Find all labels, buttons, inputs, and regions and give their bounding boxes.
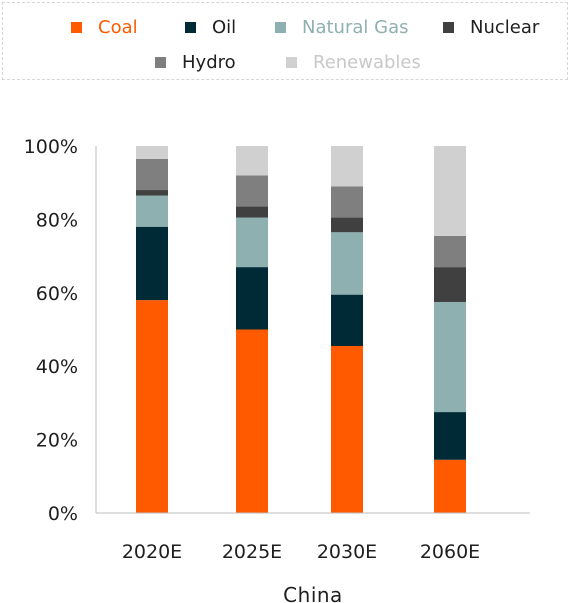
bar-segment-oil-2030e [331, 294, 363, 347]
legend-item-nuclear: Nuclear [443, 17, 539, 38]
legend-label-oil: Oil [212, 17, 237, 38]
bar-segment-coal-2020e [136, 300, 168, 513]
legend-swatch-coal [71, 22, 82, 33]
x-category-label: 2025E [222, 541, 282, 563]
bar-segment-oil-2060e [434, 412, 466, 460]
x-tick-labels: 2020E 2025E 2030E 2060E [122, 541, 480, 563]
y-tick-label: 60% [36, 283, 78, 305]
legend-item-renewables: Renewables [286, 52, 421, 73]
bar-segment-renewables-2020e [136, 146, 168, 159]
bar-segment-hydro-2020e [136, 158, 168, 191]
legend-label-renewables: Renewables [313, 52, 421, 73]
bar-segment-natural-gas-2020e [136, 195, 168, 227]
bar-segment-renewables-2025e [236, 146, 268, 176]
bar-segment-coal-2030e [331, 346, 363, 513]
legend-swatch-natural-gas [275, 22, 286, 33]
bar-segment-hydro-2060e [434, 235, 466, 268]
bar-segment-renewables-2060e [434, 146, 466, 236]
y-tick-labels: 0% 20% 40% 60% 80% 100% [24, 136, 78, 525]
legend-label-nuclear: Nuclear [470, 17, 540, 38]
chart-legend: Coal Oil Natural Gas Nuclear Hydro Renew… [2, 2, 568, 80]
bar-segment-natural-gas-2060e [434, 301, 466, 413]
bar-segment-natural-gas-2030e [331, 232, 363, 295]
legend-label-natural-gas: Natural Gas [302, 17, 409, 38]
legend-swatch-oil [185, 22, 196, 33]
bar-segment-hydro-2025e [236, 175, 268, 207]
legend-label-hydro: Hydro [182, 52, 236, 73]
bar-segment-coal-2060e [434, 459, 466, 513]
x-category-label: 2020E [122, 541, 182, 563]
y-tick-label: 40% [36, 356, 78, 378]
y-tick-label: 100% [24, 136, 78, 158]
legend-item-oil: Oil [185, 17, 236, 38]
x-category-label: 2030E [317, 541, 377, 563]
bar-segment-oil-2020e [136, 226, 168, 301]
y-tick-label: 20% [36, 430, 78, 452]
legend-label-coal: Coal [98, 17, 138, 38]
x-axis-title: China [283, 583, 343, 603]
legend-swatch-nuclear [443, 22, 454, 33]
bar-segments [136, 146, 466, 513]
bar-segment-natural-gas-2025e [236, 217, 268, 268]
y-tick-label: 0% [48, 503, 78, 525]
legend-item-coal: Coal [71, 17, 138, 38]
bar-segment-nuclear-2020e [136, 190, 168, 196]
x-category-label: 2060E [420, 541, 480, 563]
bar-segment-nuclear-2030e [331, 217, 363, 233]
legend-item-natural-gas: Natural Gas [275, 17, 408, 38]
bar-segment-nuclear-2060e [434, 267, 466, 302]
legend-swatch-hydro [155, 57, 166, 68]
bar-segment-nuclear-2025e [236, 206, 268, 218]
bar-segment-renewables-2030e [331, 146, 363, 187]
bar-segment-hydro-2030e [331, 186, 363, 218]
y-tick-label: 80% [36, 209, 78, 231]
bar-segment-coal-2025e [236, 329, 268, 513]
legend-item-hydro: Hydro [155, 52, 236, 73]
bar-segment-oil-2025e [236, 267, 268, 330]
legend-swatch-renewables [286, 57, 297, 68]
